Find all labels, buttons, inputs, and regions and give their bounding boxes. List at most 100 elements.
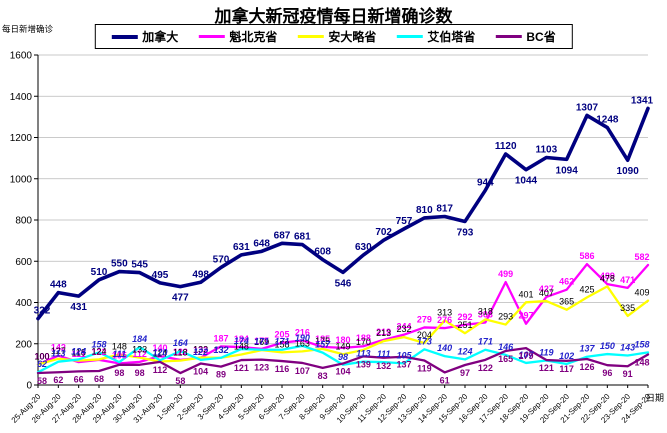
legend-swatch-alberta bbox=[396, 35, 423, 38]
data-label-ontario: 478 bbox=[600, 273, 615, 283]
data-label-quebec: 205 bbox=[274, 330, 289, 340]
data-label-ontario: 133 bbox=[132, 345, 147, 355]
data-label-alberta: 119 bbox=[539, 347, 553, 357]
data-label-alberta: 171 bbox=[478, 337, 493, 347]
data-label-ontario: 175 bbox=[315, 336, 330, 346]
data-label-ontario: 293 bbox=[498, 312, 513, 322]
data-label-canada: 1248 bbox=[596, 115, 619, 126]
data-label-alberta: 107 bbox=[518, 350, 534, 360]
data-label-bc: 179 bbox=[518, 351, 533, 361]
data-label-canada: 1103 bbox=[535, 145, 557, 156]
data-label-canada: 510 bbox=[91, 267, 108, 278]
data-label-ontario: 118 bbox=[71, 348, 85, 358]
data-label-alberta: 105 bbox=[396, 350, 412, 360]
data-label-ontario: 149 bbox=[335, 341, 350, 351]
data-label-ontario: 118 bbox=[173, 348, 187, 358]
data-label-ontario: 401 bbox=[518, 289, 533, 299]
data-label-bc: 165 bbox=[498, 354, 513, 364]
data-label-quebec: 187 bbox=[213, 333, 228, 343]
data-label-bc: 66 bbox=[74, 374, 84, 384]
series-line-quebec bbox=[36, 262, 650, 366]
data-label-canada: 793 bbox=[457, 227, 474, 238]
data-label-ontario: 318 bbox=[478, 306, 493, 316]
data-label-quebec: 582 bbox=[634, 252, 649, 262]
data-label-canada: 1341 bbox=[631, 95, 654, 106]
data-label-quebec: 462 bbox=[559, 277, 574, 287]
data-label-bc: 62 bbox=[53, 375, 63, 385]
data-label-quebec: 471 bbox=[620, 275, 635, 285]
data-label-quebec: 279 bbox=[417, 314, 432, 324]
data-label-canada: 630 bbox=[355, 242, 372, 253]
data-label-canada: 570 bbox=[213, 254, 230, 265]
data-label-quebec: 142 bbox=[51, 343, 66, 353]
legend-item-canada: 加拿大 bbox=[111, 28, 178, 45]
legend-item-ontario: 安大略省 bbox=[297, 28, 376, 45]
data-label-alberta: 184 bbox=[132, 334, 147, 344]
series-line-bc bbox=[36, 346, 650, 375]
data-label-ontario: 425 bbox=[579, 284, 594, 294]
data-label-canada: 1120 bbox=[495, 141, 517, 152]
data-label-ontario: 313 bbox=[437, 307, 452, 317]
data-label-canada: 1090 bbox=[617, 166, 640, 177]
y-tick-label: 1400 bbox=[10, 92, 33, 103]
y-tick-label: 0 bbox=[26, 381, 32, 392]
data-label-quebec: 303 bbox=[478, 310, 493, 320]
legend-swatch-bc bbox=[495, 35, 522, 38]
data-label-quebec: 180 bbox=[335, 335, 350, 345]
data-label-bc: 139 bbox=[356, 359, 371, 369]
legend-item-quebec: 魁北克省 bbox=[198, 28, 277, 45]
data-label-alberta: 111 bbox=[112, 349, 126, 359]
data-label-ontario: 409 bbox=[634, 288, 649, 298]
y-tick-label: 600 bbox=[15, 257, 32, 268]
data-label-ontario: 365 bbox=[559, 297, 574, 307]
data-label-alberta: 173 bbox=[417, 336, 432, 346]
legend-swatch-ontario bbox=[297, 35, 324, 38]
data-label-canada: 817 bbox=[436, 203, 453, 214]
legend-label-alberta: 艾伯塔省 bbox=[427, 30, 476, 44]
data-label-bc: 98 bbox=[135, 368, 145, 378]
data-label-canada: 322 bbox=[34, 306, 51, 317]
data-label-alberta: 171 bbox=[274, 337, 289, 347]
data-label-bc: 148 bbox=[634, 357, 649, 367]
data-label-quebec: 184 bbox=[234, 334, 249, 344]
data-label-ontario: 148 bbox=[234, 341, 249, 351]
data-label-quebec: 292 bbox=[457, 312, 472, 322]
data-label-alberta: 124 bbox=[71, 346, 86, 356]
data-label-quebec: 140 bbox=[152, 343, 167, 353]
data-label-canada: 1044 bbox=[515, 176, 538, 187]
data-label-quebec: 132 bbox=[193, 345, 208, 355]
data-label-bc: 112 bbox=[153, 365, 168, 375]
data-label-canada: 687 bbox=[274, 230, 291, 241]
data-label-ontario: 148 bbox=[112, 341, 127, 351]
legend: 加拿大 魁北克省 安大略省 艾伯塔省 BC省 bbox=[94, 24, 573, 49]
data-label-quebec: 185 bbox=[315, 334, 330, 344]
data-label-quebec: 489 bbox=[600, 271, 615, 281]
data-label-quebec: 111 bbox=[72, 349, 86, 359]
legend-label-bc: BC省 bbox=[526, 30, 556, 44]
data-label-alberta: 62 bbox=[37, 359, 47, 369]
y-tick-label: 1600 bbox=[10, 51, 33, 62]
data-label-bc: 126 bbox=[579, 362, 594, 372]
data-label-quebec: 122 bbox=[91, 347, 106, 357]
data-label-quebec: 122 bbox=[173, 347, 188, 357]
legend-label-canada: 加拿大 bbox=[142, 30, 179, 44]
data-label-alberta: 120 bbox=[152, 347, 167, 357]
data-label-bc: 68 bbox=[94, 374, 104, 384]
data-label-bc: 96 bbox=[602, 368, 612, 378]
data-label-canada: 545 bbox=[131, 260, 148, 271]
data-label-canada: 550 bbox=[111, 259, 128, 270]
data-label-alberta: 158 bbox=[91, 339, 106, 349]
data-label-quebec: 175 bbox=[254, 336, 269, 346]
data-label-quebec: 499 bbox=[498, 269, 513, 279]
data-label-bc: 123 bbox=[254, 363, 269, 373]
legend-label-ontario: 安大略省 bbox=[328, 30, 377, 44]
data-label-canada: 757 bbox=[396, 216, 413, 227]
y-tick-label: 1200 bbox=[10, 133, 33, 144]
y-tick-label: 800 bbox=[15, 216, 32, 227]
legend-item-alberta: 艾伯塔省 bbox=[396, 28, 475, 45]
data-label-quebec: 219 bbox=[376, 327, 391, 337]
data-label-canada: 702 bbox=[375, 227, 392, 238]
data-label-bc: 132 bbox=[376, 361, 391, 371]
data-label-ontario: 407 bbox=[539, 288, 554, 298]
